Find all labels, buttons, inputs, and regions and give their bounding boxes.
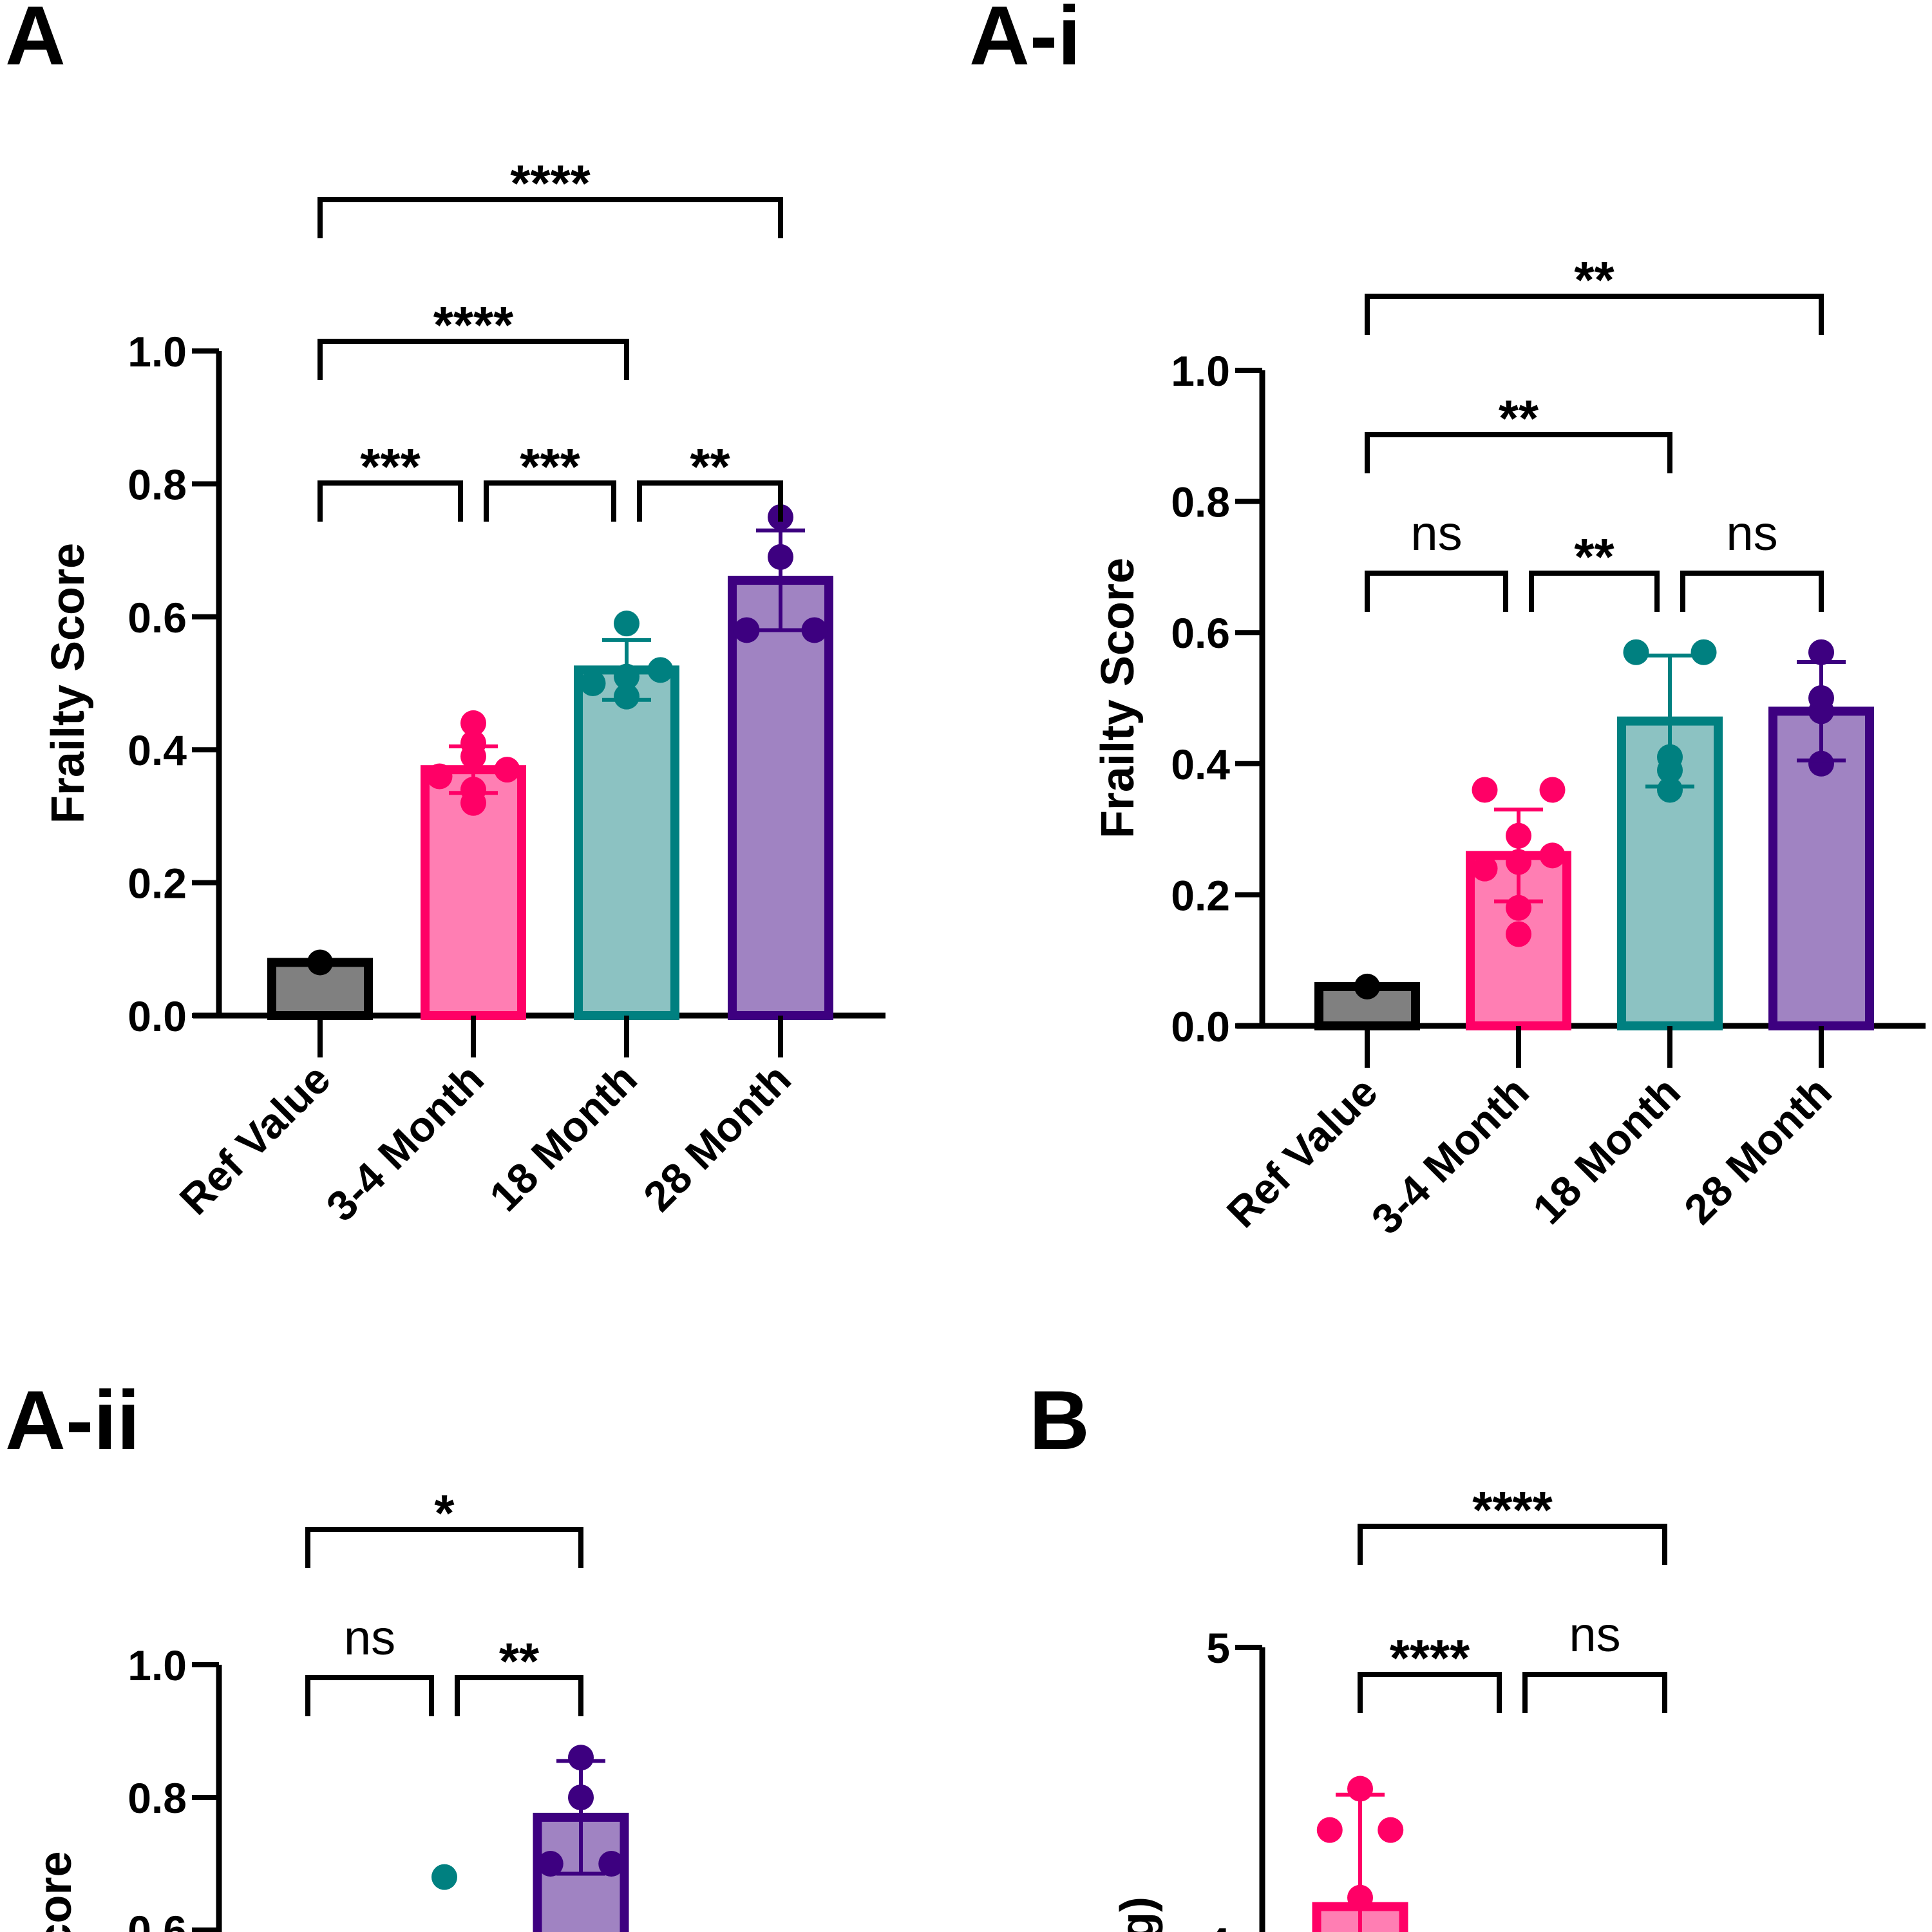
data-point <box>1690 639 1717 665</box>
y-tick-label: 4 <box>1206 1918 1230 1932</box>
significance-bracket <box>1365 432 1672 473</box>
y-tick-label: 0.4 <box>128 726 187 774</box>
significance-bracket <box>305 1675 434 1716</box>
data-point <box>431 1864 457 1890</box>
data-point <box>1506 921 1531 947</box>
bar <box>728 576 833 1020</box>
data-point <box>1539 842 1566 869</box>
significance-label: ** <box>1499 390 1539 447</box>
data-point <box>1539 777 1566 803</box>
y-tick-label: 0.8 <box>128 460 187 508</box>
data-point <box>494 757 520 783</box>
data-point <box>647 657 674 683</box>
x-tick-label: 18 Month <box>1524 1068 1689 1233</box>
y-tick-label: 5 <box>1206 1624 1230 1672</box>
significance-label: ** <box>499 1633 540 1690</box>
significance-label: ** <box>1574 251 1615 308</box>
panel-label: B <box>1029 1373 1090 1467</box>
data-point <box>307 949 333 976</box>
data-point <box>537 1851 564 1877</box>
significance-label: *** <box>520 438 580 495</box>
significance-label: **** <box>433 296 514 354</box>
significance-bracket <box>637 480 783 522</box>
data-point <box>1378 1817 1404 1843</box>
y-tick-label: 0.4 <box>1171 741 1230 788</box>
significance-label: *** <box>360 438 421 495</box>
x-tick-label: 3-4 Month <box>317 1055 493 1231</box>
y-tick-label: 0.6 <box>128 594 187 641</box>
significance-bracket <box>1365 571 1508 612</box>
significance-bracket <box>1680 571 1824 612</box>
y-tick-label: 0.2 <box>1171 871 1230 919</box>
data-point <box>734 617 760 643</box>
significance-bracket <box>317 197 783 238</box>
significance-bracket <box>455 1675 583 1716</box>
x-tick-label: 3-4 Month <box>1362 1068 1538 1244</box>
data-point <box>460 710 486 736</box>
significance-label: ns <box>1410 506 1462 561</box>
y-tick-label: 0.0 <box>1171 1003 1230 1050</box>
significance-label: **** <box>1390 1629 1470 1687</box>
x-tick-label: 18 Month <box>480 1055 646 1220</box>
significance-label: ns <box>344 1611 395 1665</box>
significance-bracket <box>317 339 629 380</box>
x-tick-label: Ref Value <box>1217 1068 1386 1236</box>
y-tick-label: 0.6 <box>1171 609 1230 657</box>
data-point <box>460 730 486 756</box>
significance-bracket <box>317 480 463 522</box>
panel-a-i: A-i 0.0 0.2 0.4 0.6 0.8 1.0 Frailty Score Ref V… <box>969 0 1926 1243</box>
y-tick-label: 0.6 <box>128 1907 187 1932</box>
y-tick-label: 1.0 <box>1171 347 1230 395</box>
significance-label: ns <box>1569 1607 1620 1662</box>
data-point <box>580 670 606 696</box>
data-point <box>426 763 453 790</box>
y-axis-title: Frailty Score <box>30 1851 81 1932</box>
y-tick-label: 0.2 <box>128 860 187 907</box>
significance-bracket <box>1358 1672 1502 1713</box>
data-point <box>1316 1817 1343 1843</box>
significance-bracket <box>1365 294 1824 335</box>
significance-label: ** <box>1574 528 1615 585</box>
data-point <box>1472 777 1498 803</box>
data-point <box>1657 777 1683 803</box>
y-tick-label: 0.0 <box>128 992 187 1040</box>
y-tick-label: 0.8 <box>1171 478 1230 526</box>
data-point <box>614 611 639 637</box>
panel-label: A-i <box>969 0 1081 82</box>
x-tick-label: 28 Month <box>1675 1068 1841 1233</box>
significance-label: ** <box>690 438 730 495</box>
y-axis-title: th (gf/g) <box>1112 1897 1163 1932</box>
data-point <box>801 617 828 643</box>
data-point <box>1472 855 1498 882</box>
y-axis-title: Frailty Score <box>1092 558 1144 838</box>
significance-bracket <box>305 1527 583 1568</box>
significance-label: * <box>434 1484 455 1542</box>
panel-a: A 0.0 0.2 0.4 0.6 0.8 1.0 Frailty Score Ref Val… <box>5 0 886 1230</box>
data-point <box>1623 639 1649 665</box>
significance-bracket <box>1358 1524 1667 1565</box>
y-tick-label: 0.8 <box>128 1774 187 1822</box>
data-point <box>1354 973 1380 999</box>
data-point <box>598 1851 625 1877</box>
x-tick-label: 28 Month <box>634 1055 800 1220</box>
significance-label: ns <box>1726 506 1777 561</box>
significance-bracket <box>1522 1672 1667 1713</box>
x-tick-label: Ref Value <box>170 1055 339 1224</box>
panel-label: A-ii <box>5 1373 140 1467</box>
significance-label: **** <box>1472 1481 1553 1539</box>
y-tick-label: 1.0 <box>128 1642 187 1689</box>
y-tick-label: 1.0 <box>128 328 187 375</box>
data-point <box>1808 750 1834 777</box>
y-axis-title: Frailty Score <box>43 543 94 824</box>
significance-label: **** <box>510 155 591 212</box>
panel-b: B 4 5 th (gf/g) **** ns **** <box>1029 1373 1667 1932</box>
data-point <box>568 1745 594 1771</box>
significance-bracket <box>1529 571 1660 612</box>
panel-label: A <box>5 0 66 82</box>
significance-bracket <box>484 480 616 522</box>
bar <box>574 665 679 1020</box>
data-point <box>1808 639 1834 665</box>
